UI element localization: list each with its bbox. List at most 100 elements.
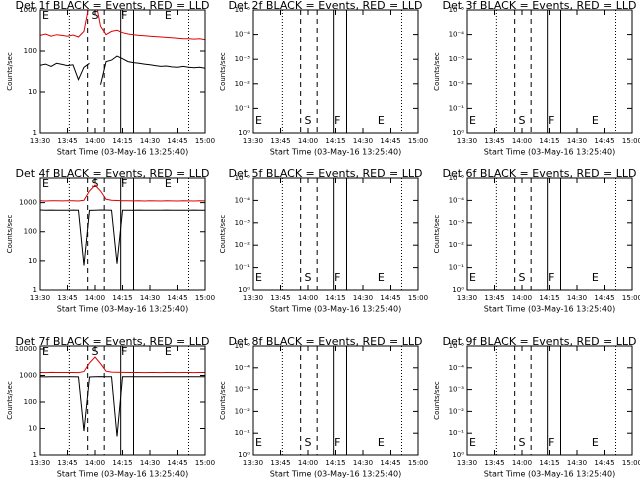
y-tick-label: 100 (24, 47, 37, 55)
series-line (40, 376, 205, 437)
x-tick-label: 14:30 (567, 294, 587, 302)
x-tick-label: 14:15 (325, 459, 345, 467)
x-tick-label: 14:45 (380, 459, 400, 467)
y-tick-label: 1 (33, 451, 37, 459)
x-tick-label: 13:45 (270, 137, 290, 145)
y-tick-label: 10⁻⁴ (235, 364, 251, 372)
plot-frame (466, 177, 633, 291)
region-label: S (305, 114, 312, 127)
y-axis-label: Counts/sec (433, 215, 441, 254)
y-tick-label: 1 (33, 286, 37, 294)
x-tick-label: 14:15 (539, 294, 559, 302)
x-tick-label: 14:15 (539, 459, 559, 467)
y-tick-label: 10⁰ (452, 451, 464, 459)
x-tick-label: 14:45 (594, 137, 614, 145)
y-tick-label: 10⁻⁵ (449, 174, 465, 182)
x-tick-label: 14:00 (512, 294, 532, 302)
x-tick-label: 14:00 (85, 137, 105, 145)
region-label: F (548, 271, 554, 284)
y-axis-label: Counts/sec (219, 381, 227, 420)
x-tick-label: 14:15 (539, 137, 559, 145)
y-tick-label: 10⁻¹ (449, 104, 465, 112)
y-tick-label: 10⁻³ (449, 386, 465, 394)
y-tick-label: 10⁻⁵ (449, 342, 465, 350)
x-axis-label: Start Time (03-May-16 13:25:40) (484, 470, 615, 479)
x-tick-label: 15:00 (408, 294, 428, 302)
y-axis-label: Counts/sec (6, 215, 14, 254)
panel-title: Det 6f BLACK = Events, RED = LLD (442, 167, 636, 180)
y-tick-label: 1000 (19, 372, 37, 380)
x-tick-label: 13:45 (484, 459, 504, 467)
region-label: E (378, 114, 385, 127)
plot-frame (466, 9, 633, 134)
y-tick-label: 10 (28, 425, 37, 433)
x-tick-label: 14:30 (567, 137, 587, 145)
y-tick-label: 100 (24, 228, 37, 236)
plot-frame (252, 177, 419, 291)
x-axis-label: Start Time (03-May-16 13:25:40) (270, 148, 401, 157)
panel-title: Det 2f BLACK = Events, RED = LLD (228, 0, 422, 12)
region-label: S (519, 114, 526, 127)
y-tick-label: 10⁻¹ (235, 104, 251, 112)
y-tick-label: 10⁻⁵ (235, 342, 251, 350)
x-tick-label: 13:30 (457, 459, 477, 467)
x-tick-label: 14:30 (353, 294, 373, 302)
x-tick-label: 13:45 (270, 459, 290, 467)
y-tick-label: 10⁻¹ (449, 264, 465, 272)
x-tick-label: 15:00 (622, 459, 640, 467)
x-tick-label: 13:30 (243, 294, 263, 302)
y-tick-label: 10⁻⁴ (449, 196, 465, 204)
y-axis-label: Counts/sec (433, 381, 441, 420)
x-tick-label: 14:45 (380, 137, 400, 145)
panel-title: Det 4f BLACK = Events, RED = LLD (15, 167, 209, 180)
x-tick-label: 15:00 (622, 137, 640, 145)
plot-frame (39, 345, 206, 456)
x-tick-label: 13:30 (30, 137, 50, 145)
x-axis-label: Start Time (03-May-16 13:25:40) (57, 470, 188, 479)
region-label: E (255, 436, 262, 449)
x-tick-label: 13:30 (30, 459, 50, 467)
y-tick-label: 10⁻³ (235, 55, 251, 63)
region-label: E (42, 345, 49, 358)
x-tick-label: 14:30 (140, 137, 160, 145)
y-axis-label: Counts/sec (6, 52, 14, 91)
panel-title: Det 8f BLACK = Events, RED = LLD (228, 335, 422, 348)
region-label: F (121, 345, 127, 358)
x-tick-label: 14:00 (85, 294, 105, 302)
region-label: S (305, 271, 312, 284)
panel-title: Det 3f BLACK = Events, RED = LLD (442, 0, 636, 12)
x-axis-label: Start Time (03-May-16 13:25:40) (484, 305, 615, 314)
y-tick-label: 10⁻³ (449, 55, 465, 63)
y-tick-label: 10⁻⁴ (235, 196, 251, 204)
region-label: E (469, 436, 476, 449)
x-tick-label: 13:45 (57, 294, 77, 302)
region-label: F (121, 9, 127, 22)
panel-title: Det 1f BLACK = Events, RED = LLD (15, 0, 209, 12)
x-tick-label: 14:15 (325, 294, 345, 302)
x-tick-label: 14:00 (512, 137, 532, 145)
x-tick-label: 15:00 (195, 137, 215, 145)
x-tick-label: 15:00 (195, 294, 215, 302)
x-tick-label: 14:45 (594, 294, 614, 302)
x-tick-label: 14:00 (298, 294, 318, 302)
plot-frame (252, 345, 419, 456)
x-axis-label: Start Time (03-May-16 13:25:40) (484, 148, 615, 157)
panel: Det 4f BLACK = Events, RED = LLD Start Ti… (6, 167, 215, 314)
region-label: E (378, 271, 385, 284)
y-tick-label: 1000 (19, 6, 37, 14)
panel-title: Det 7f BLACK = Events, RED = LLD (15, 335, 209, 348)
region-label: E (378, 436, 385, 449)
panel: Det 1f BLACK = Events, RED = LLD Start Ti… (6, 0, 215, 157)
region-label: S (305, 436, 312, 449)
region-label: E (255, 114, 262, 127)
y-tick-label: 10⁰ (452, 286, 464, 294)
region-label: E (165, 345, 172, 358)
y-tick-label: 10⁻³ (235, 219, 251, 227)
y-tick-label: 10⁻¹ (449, 429, 465, 437)
x-tick-label: 14:30 (353, 137, 373, 145)
region-label: F (334, 436, 340, 449)
region-label: E (592, 114, 599, 127)
x-tick-label: 14:30 (567, 459, 587, 467)
